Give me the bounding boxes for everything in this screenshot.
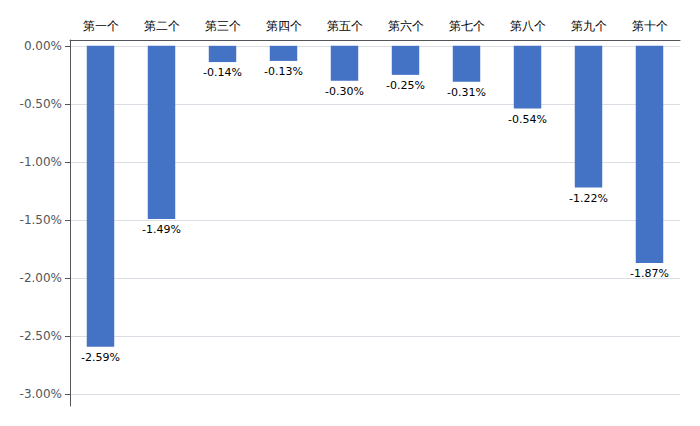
svg-text:第十个: 第十个 bbox=[632, 19, 668, 33]
svg-text:-2.00%: -2.00% bbox=[20, 271, 62, 285]
svg-text:-0.13%: -0.13% bbox=[264, 65, 303, 78]
svg-text:-0.54%: -0.54% bbox=[508, 113, 547, 126]
svg-text:-1.22%: -1.22% bbox=[569, 192, 608, 205]
svg-text:第七个: 第七个 bbox=[449, 19, 485, 33]
svg-text:-1.00%: -1.00% bbox=[20, 155, 62, 169]
svg-text:第九个: 第九个 bbox=[571, 19, 607, 33]
svg-text:第四个: 第四个 bbox=[266, 19, 302, 33]
svg-text:-0.30%: -0.30% bbox=[325, 85, 364, 98]
svg-text:-3.00%: -3.00% bbox=[20, 387, 62, 401]
svg-text:第二个: 第二个 bbox=[144, 19, 180, 33]
svg-text:第六个: 第六个 bbox=[388, 19, 424, 33]
svg-text:-1.87%: -1.87% bbox=[630, 267, 669, 280]
svg-text:-2.59%: -2.59% bbox=[81, 351, 120, 364]
svg-text:-0.31%: -0.31% bbox=[447, 86, 486, 99]
svg-text:-2.50%: -2.50% bbox=[20, 329, 62, 343]
svg-text:第五个: 第五个 bbox=[327, 19, 363, 33]
svg-text:-0.25%: -0.25% bbox=[386, 79, 425, 92]
svg-text:-0.50%: -0.50% bbox=[20, 97, 62, 111]
svg-text:-1.50%: -1.50% bbox=[20, 213, 62, 227]
svg-text:-0.14%: -0.14% bbox=[203, 66, 242, 79]
svg-text:0.00%: 0.00% bbox=[24, 39, 62, 53]
svg-text:第三个: 第三个 bbox=[205, 19, 241, 33]
svg-text:-1.49%: -1.49% bbox=[142, 223, 181, 236]
svg-text:第一个: 第一个 bbox=[83, 19, 119, 33]
svg-text:第八个: 第八个 bbox=[510, 19, 546, 33]
